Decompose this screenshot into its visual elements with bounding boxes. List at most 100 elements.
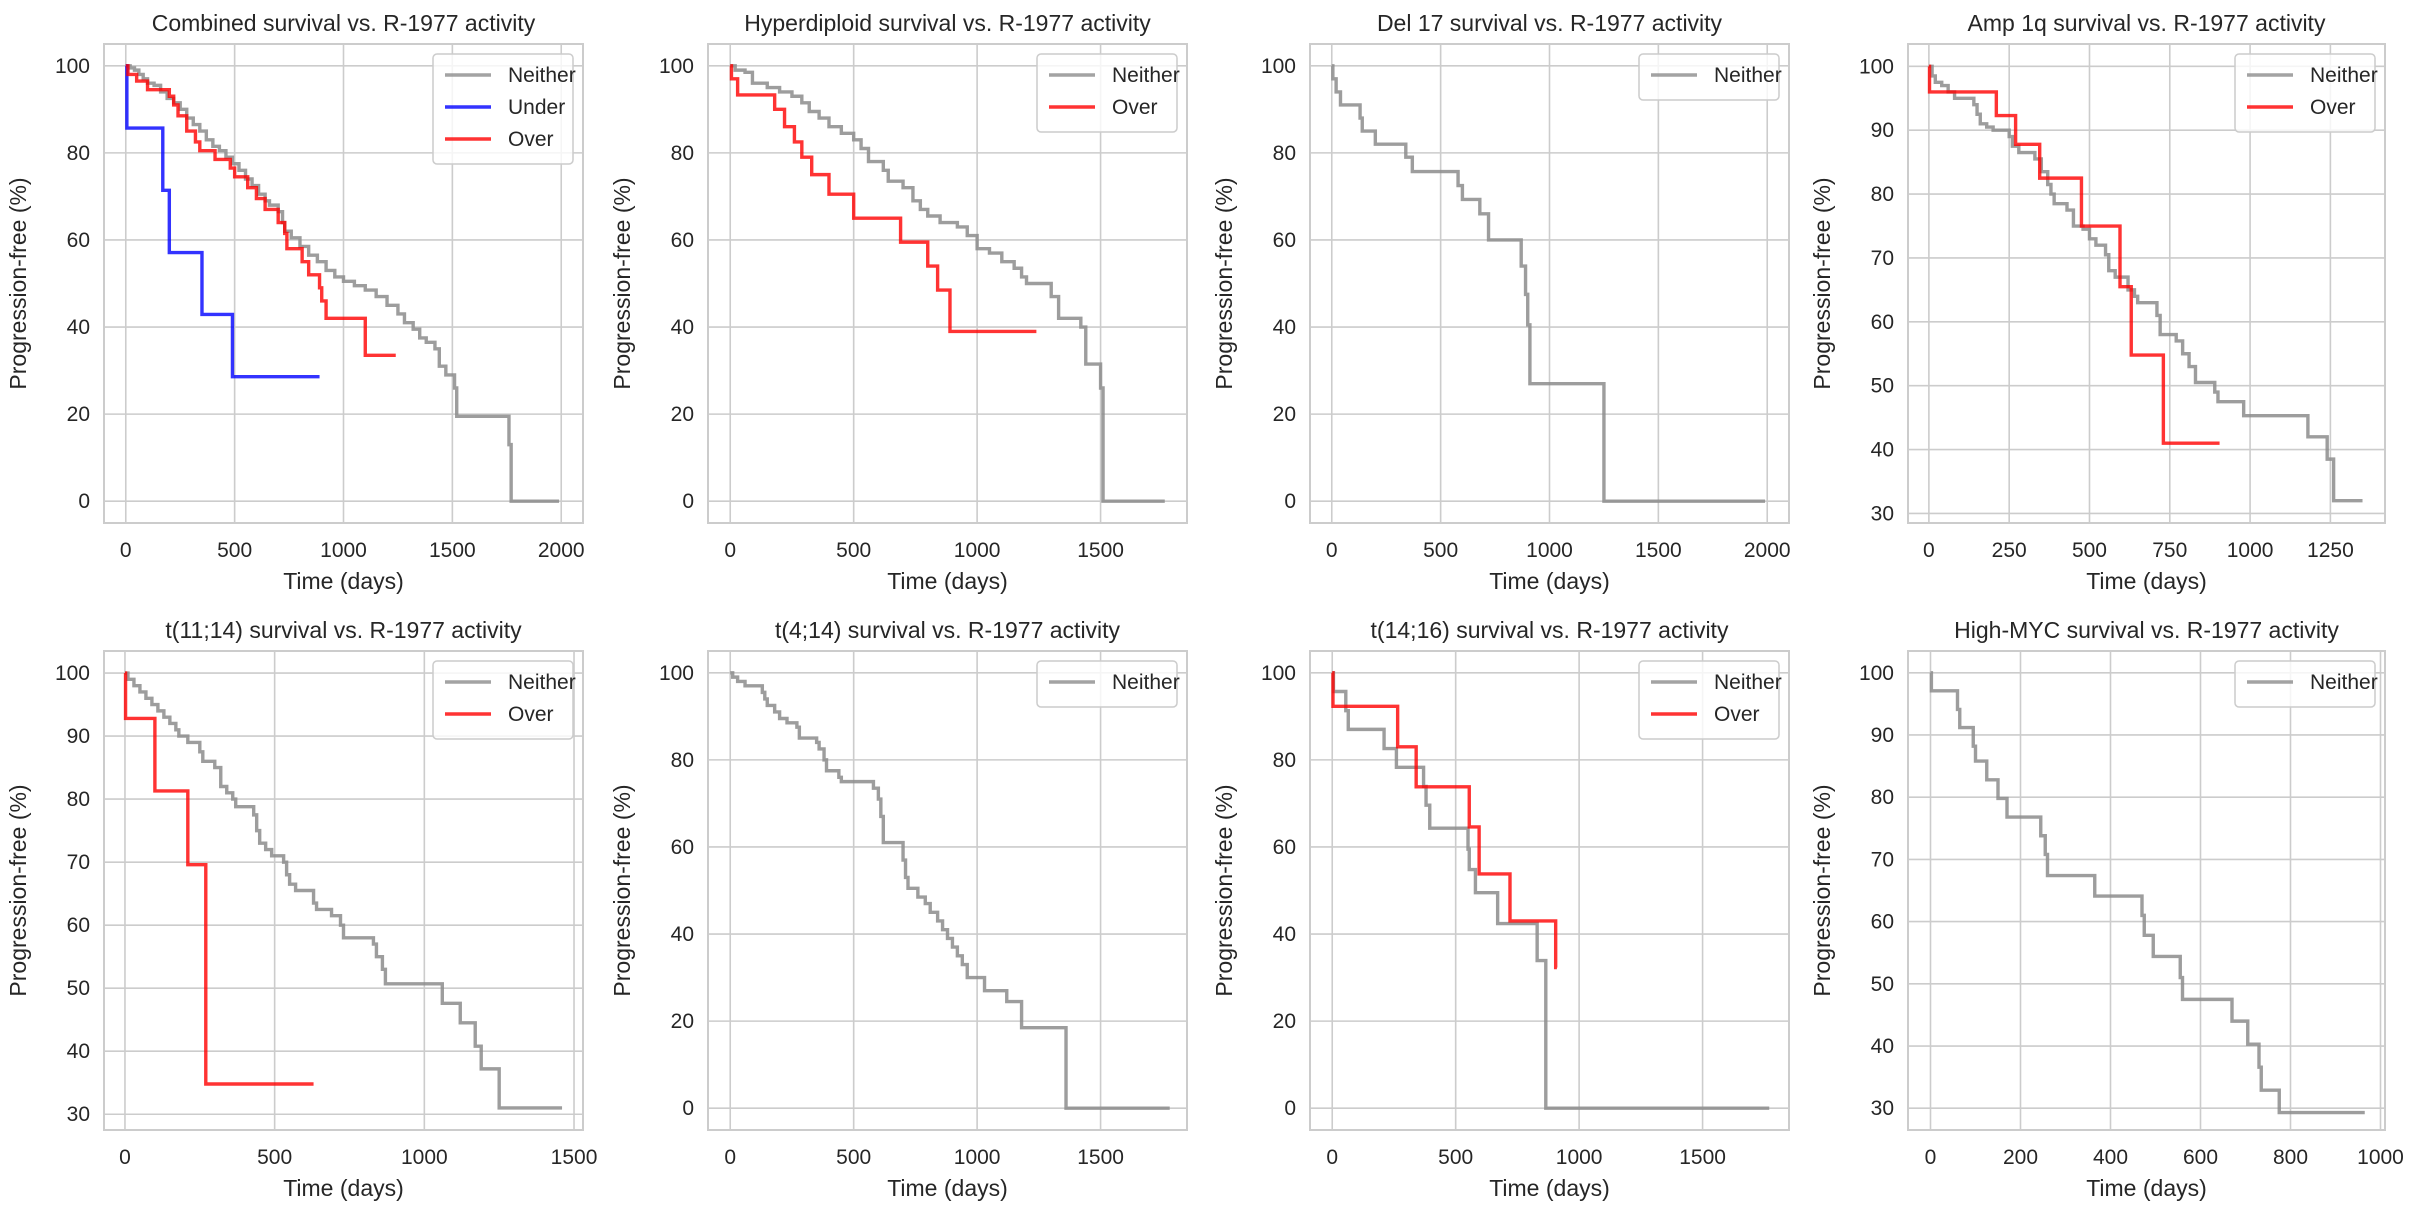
x-tick-label: 0	[120, 539, 132, 562]
series-line-over	[729, 64, 1037, 334]
x-tick-label: 1000	[2227, 539, 2274, 562]
y-tick-label: 100	[659, 662, 694, 685]
series-line-neither	[124, 671, 563, 1110]
y-tick-label: 80	[1273, 749, 1296, 772]
series-line-under	[125, 64, 320, 379]
y-tick-label: 20	[1273, 1010, 1296, 1033]
x-tick-label: 2000	[1744, 539, 1791, 562]
legend: Neither	[1638, 53, 1782, 101]
x-axis-label: Time (days)	[887, 568, 1008, 594]
axes-frame	[707, 43, 1188, 524]
axes-frame	[1907, 650, 2386, 1131]
y-tick-label: 60	[671, 836, 694, 859]
chart-title: Del 17 survival vs. R-1977 activity	[1377, 10, 1723, 36]
series-line-over	[1331, 671, 1558, 970]
x-axis-label: Time (days)	[1489, 1175, 1610, 1201]
x-tick-label: 500	[257, 1146, 292, 1169]
legend: Neither Over	[2234, 53, 2378, 133]
legend-label-neither: Neither	[1112, 671, 1180, 694]
y-tick-label: 80	[671, 749, 694, 772]
x-tick-label: 500	[2072, 539, 2107, 562]
y-tick-label: 90	[1871, 724, 1894, 747]
x-tick-label: 0	[724, 539, 736, 562]
x-tick-label: 1000	[954, 539, 1001, 562]
x-tick-label: 500	[1423, 539, 1458, 562]
x-tick-label: 0	[1923, 539, 1935, 562]
panel-2: 0 500 1000 1500 0 20 40 60 80 100 Hyperdiploid sur…	[609, 10, 1188, 594]
y-axis-label: Progression-free (%)	[609, 177, 635, 389]
y-axis-label: Progression-free (%)	[1809, 784, 1835, 996]
legend: Neither Over	[1036, 53, 1180, 133]
y-axis-label: Progression-free (%)	[1809, 177, 1835, 389]
legend-label-under: Under	[508, 96, 565, 119]
legend: Neither Under Over	[432, 53, 576, 165]
y-tick-label: 100	[1261, 662, 1296, 685]
chart-title: t(4;14) survival vs. R-1977 activity	[775, 617, 1121, 643]
chart-title: t(11;14) survival vs. R-1977 activity	[165, 617, 522, 643]
series-line-neither	[1331, 64, 1766, 503]
x-axis-label: Time (days)	[1489, 568, 1610, 594]
x-tick-label: 800	[2273, 1146, 2308, 1169]
legend-label-neither: Neither	[1714, 671, 1782, 694]
x-tick-label: 1500	[1635, 539, 1682, 562]
y-tick-label: 30	[67, 1103, 90, 1126]
x-axis-label: Time (days)	[2086, 568, 2207, 594]
y-axis-label: Progression-free (%)	[1211, 177, 1237, 389]
series-line-neither	[730, 671, 1170, 1110]
y-tick-label: 0	[682, 490, 694, 513]
x-tick-label: 1500	[429, 539, 476, 562]
y-tick-label: 60	[1871, 311, 1894, 334]
legend-label-neither: Neither	[508, 671, 576, 694]
legend-box	[1638, 53, 1780, 101]
x-tick-label: 1000	[954, 1146, 1001, 1169]
y-tick-label: 50	[1871, 375, 1894, 398]
y-tick-label: 70	[1871, 848, 1894, 871]
y-tick-label: 40	[1273, 316, 1296, 339]
legend-label-over: Over	[1714, 703, 1760, 726]
legend-box	[432, 53, 574, 165]
y-tick-label: 100	[55, 662, 90, 685]
series-line-neither	[1331, 671, 1770, 1110]
x-tick-label: 0	[1326, 539, 1338, 562]
y-tick-label: 100	[1261, 55, 1296, 78]
axes-frame	[707, 650, 1188, 1131]
y-tick-label: 20	[1273, 403, 1296, 426]
x-axis-label: Time (days)	[2086, 1175, 2207, 1201]
panel-7: 0 500 1000 1500 0 20 40 60 80 100 t(14;16) surviva…	[1211, 617, 1790, 1201]
x-tick-label: 600	[2183, 1146, 2218, 1169]
y-tick-label: 70	[1871, 247, 1894, 270]
y-tick-label: 0	[78, 490, 90, 513]
series-line-neither	[730, 64, 1165, 503]
series-line-over	[125, 64, 396, 358]
y-tick-label: 80	[671, 142, 694, 165]
legend-label-over: Over	[508, 703, 554, 726]
y-tick-label: 60	[67, 914, 90, 937]
y-tick-label: 30	[1871, 502, 1894, 525]
y-tick-label: 100	[1859, 55, 1894, 78]
axes-frame	[1309, 43, 1790, 524]
x-tick-label: 500	[1438, 1146, 1473, 1169]
legend-label-neither: Neither	[1714, 64, 1782, 87]
y-tick-label: 90	[1871, 119, 1894, 142]
y-tick-label: 100	[55, 55, 90, 78]
legend: Neither Over	[1638, 660, 1782, 740]
legend-label-over: Over	[1112, 96, 1158, 119]
x-tick-label: 1000	[2357, 1146, 2404, 1169]
chart-title: Hyperdiploid survival vs. R-1977 activit…	[744, 10, 1151, 36]
x-axis-label: Time (days)	[283, 568, 404, 594]
legend: Neither Over	[432, 660, 576, 740]
y-tick-label: 40	[671, 316, 694, 339]
y-axis-label: Progression-free (%)	[609, 784, 635, 996]
x-tick-label: 1500	[1679, 1146, 1726, 1169]
x-tick-label: 1000	[320, 539, 367, 562]
x-tick-label: 500	[217, 539, 252, 562]
y-tick-label: 60	[1871, 911, 1894, 934]
y-tick-label: 0	[682, 1097, 694, 1120]
y-tick-label: 80	[67, 788, 90, 811]
axes-frame	[103, 43, 584, 524]
y-axis-label: Progression-free (%)	[1211, 784, 1237, 996]
x-tick-label: 200	[2003, 1146, 2038, 1169]
y-tick-label: 20	[671, 1010, 694, 1033]
panel-6: 0 500 1000 1500 0 20 40 60 80 100 t(4;14) survival…	[609, 617, 1188, 1201]
